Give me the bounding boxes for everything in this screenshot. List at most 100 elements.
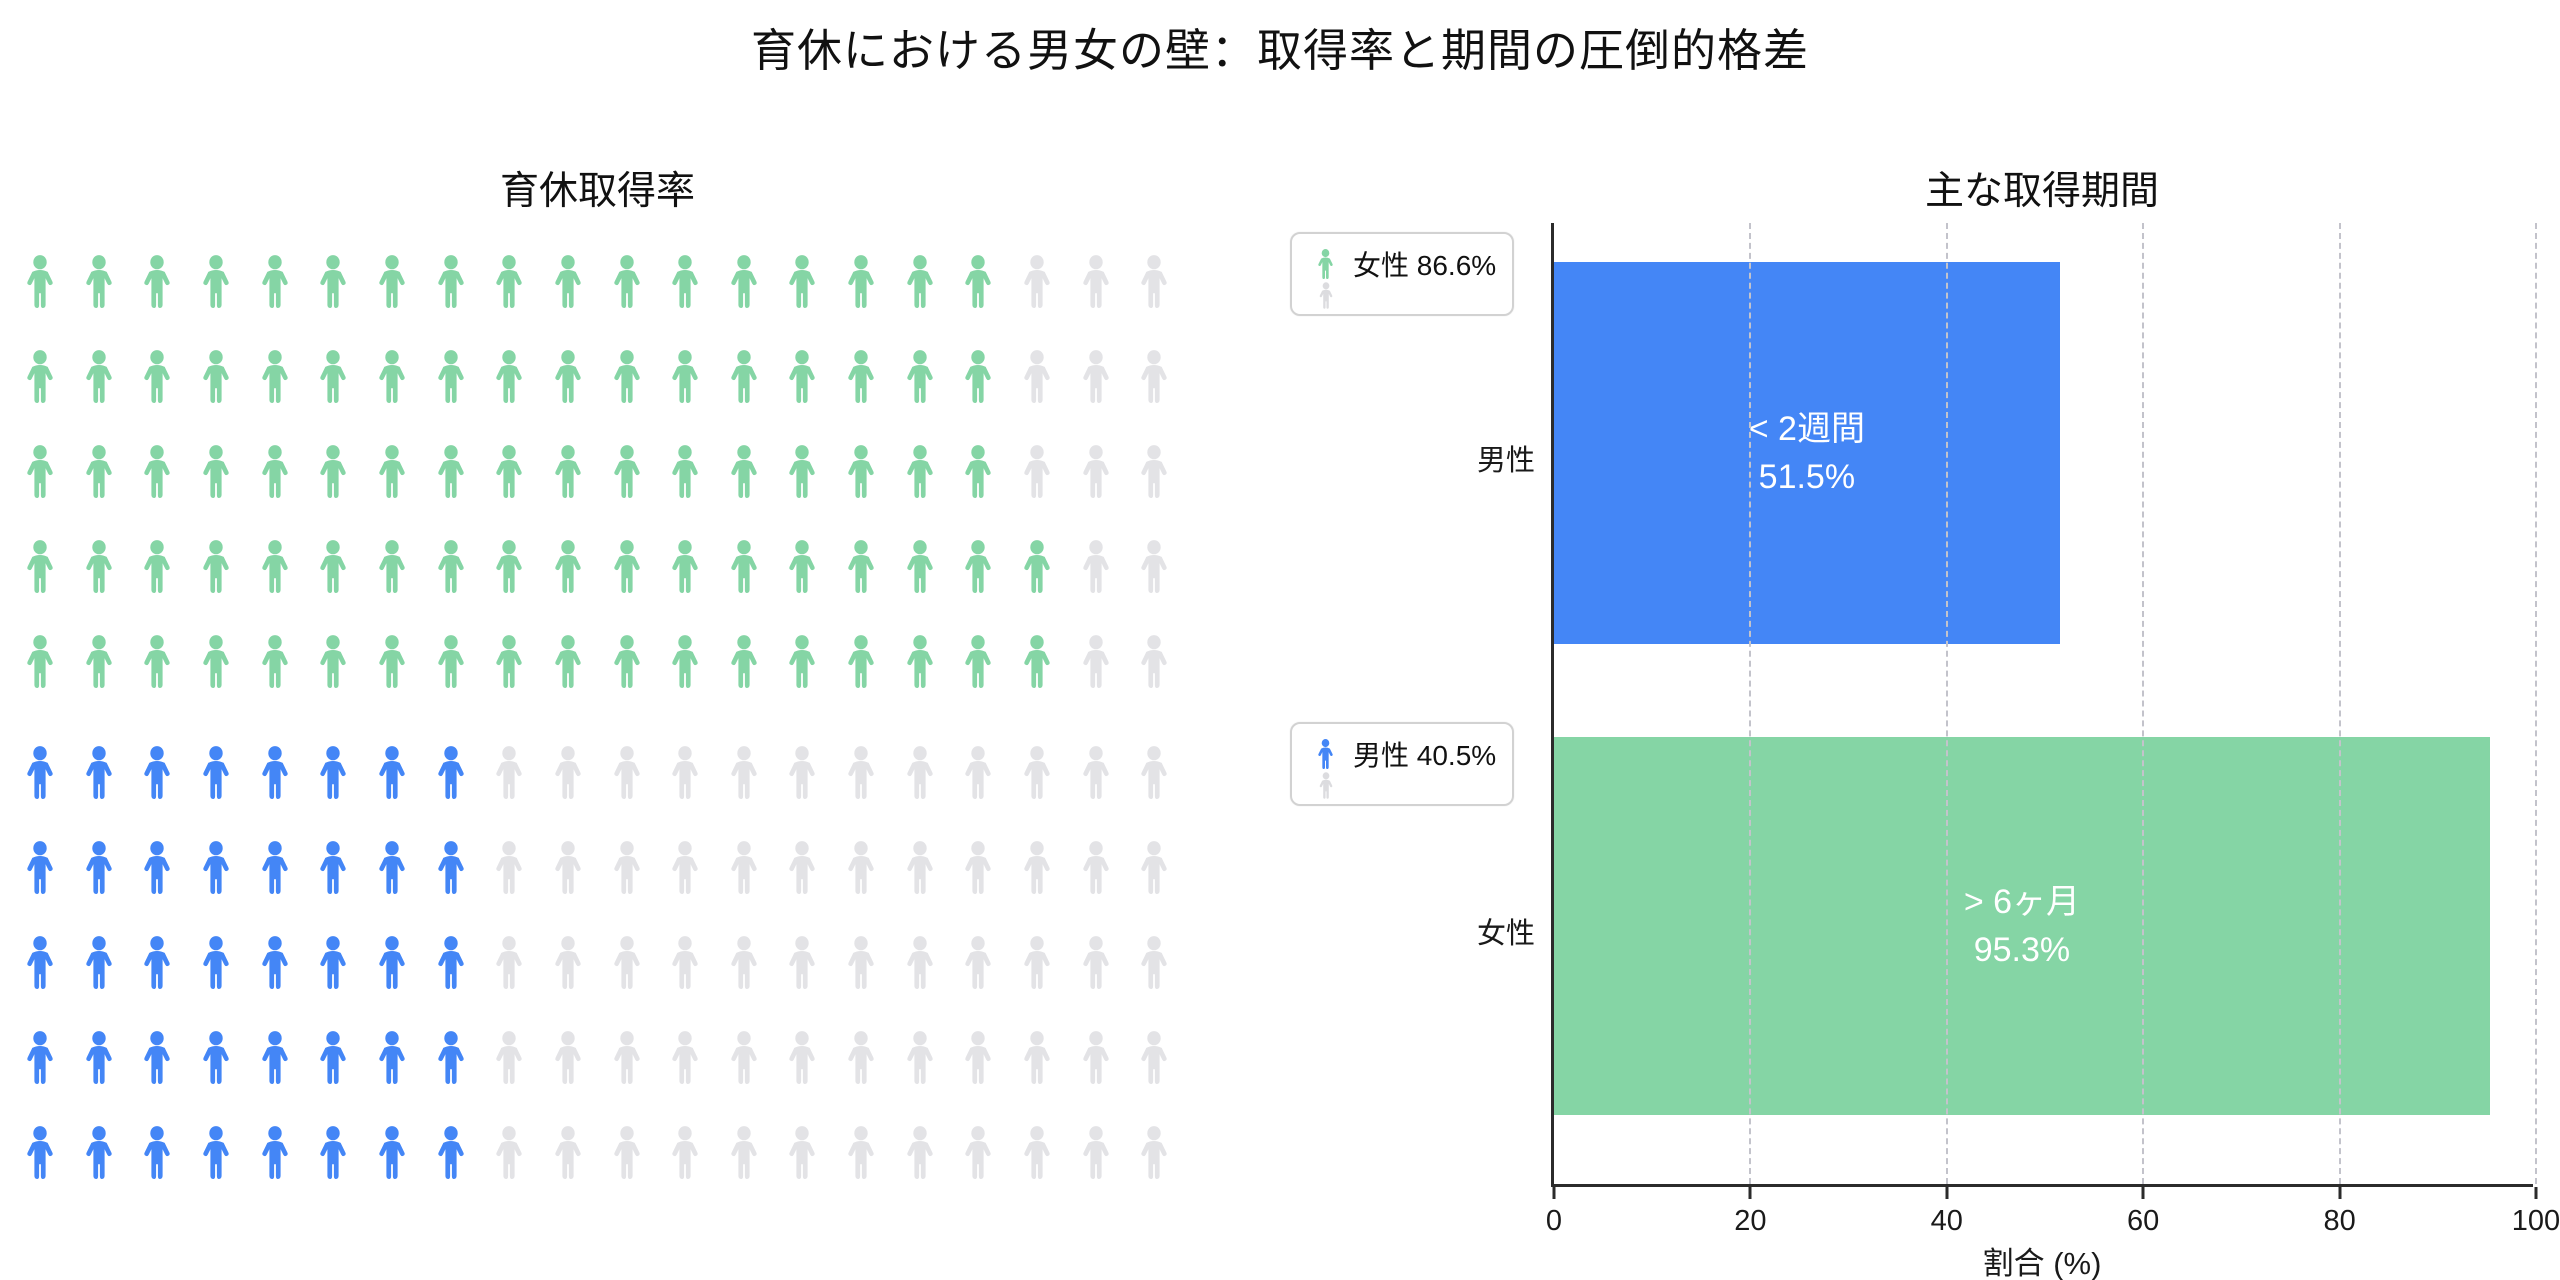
pictogram-row-女性-2 — [20, 350, 1195, 403]
person-icon-filled — [841, 540, 881, 593]
legend-female: 女性 86.6% — [1290, 232, 1514, 316]
pictogram-row-女性-1 — [20, 255, 1195, 308]
x-tick-label-0: 0 — [1545, 1205, 1563, 1237]
person-icon-empty — [548, 1031, 588, 1084]
person-icon-filled — [137, 1126, 177, 1179]
person-icon-filled — [20, 1031, 60, 1084]
person-icon-empty — [958, 1126, 998, 1179]
person-icon-filled — [489, 255, 529, 308]
x-tick-mark — [1552, 1187, 1556, 1199]
person-icon-filled — [431, 1126, 471, 1179]
person-icon-empty — [489, 936, 529, 989]
person-icon-empty — [1017, 936, 1057, 989]
person-icon-filled — [665, 635, 705, 688]
person-icon-empty — [1076, 1126, 1116, 1179]
person-icon-filled — [137, 1031, 177, 1084]
person-icon-empty — [489, 1126, 529, 1179]
person-icon-filled — [79, 350, 119, 403]
female-person-icon — [1314, 249, 1337, 279]
person-icon-filled — [607, 255, 647, 308]
person-icon-filled — [79, 746, 119, 799]
person-icon-empty — [1134, 350, 1174, 403]
person-icon-empty — [841, 936, 881, 989]
person-icon-filled — [782, 540, 822, 593]
person-icon-empty — [782, 936, 822, 989]
pictogram-title: 育休取得率 — [499, 170, 695, 213]
person-icon-filled — [841, 350, 881, 403]
person-icon-empty — [665, 936, 705, 989]
person-icon-filled — [137, 841, 177, 894]
person-icon-empty — [1076, 635, 1116, 688]
person-icon-filled — [372, 635, 412, 688]
person-icon-empty — [900, 746, 940, 799]
person-icon-empty — [782, 1126, 822, 1179]
person-icon-filled — [20, 255, 60, 308]
person-icon-filled — [782, 635, 822, 688]
person-icon-empty — [782, 746, 822, 799]
person-icon-filled — [958, 445, 998, 498]
pictogram-row-男性-1 — [20, 746, 1195, 799]
person-icon-empty — [1134, 1126, 1174, 1179]
person-icon-filled — [724, 540, 764, 593]
person-icon-filled — [489, 635, 529, 688]
person-icon-filled — [255, 936, 295, 989]
person-icon-empty — [1017, 746, 1057, 799]
person-icon-filled — [255, 1126, 295, 1179]
person-icon-filled — [431, 445, 471, 498]
person-icon-filled — [372, 1031, 412, 1084]
person-icon-filled — [137, 635, 177, 688]
person-icon-filled — [372, 255, 412, 308]
person-icon-empty — [1076, 746, 1116, 799]
person-icon-filled — [431, 635, 471, 688]
x-tick-label-60: 60 — [2127, 1205, 2160, 1237]
person-icon-filled — [196, 540, 236, 593]
person-icon-filled — [196, 635, 236, 688]
person-icon-empty — [782, 841, 822, 894]
pictogram-row-男性-2 — [20, 841, 1195, 894]
person-icon-filled — [1017, 540, 1057, 593]
person-icon-filled — [431, 255, 471, 308]
person-icon-filled — [20, 746, 60, 799]
person-icon-filled — [313, 635, 353, 688]
person-icon-empty — [1134, 1031, 1174, 1084]
x-tick-mark — [1748, 1187, 1752, 1199]
person-icon-filled — [958, 255, 998, 308]
person-icon-filled — [431, 936, 471, 989]
person-icon-empty — [1017, 841, 1057, 894]
person-icon-filled — [372, 746, 412, 799]
person-icon-filled — [20, 540, 60, 593]
person-icon-filled — [79, 635, 119, 688]
person-icon-filled — [255, 445, 295, 498]
gridline-40 — [1945, 223, 1948, 1184]
person-icon-empty — [607, 1031, 647, 1084]
bar-female-value-label: 95.3% — [1973, 931, 2071, 969]
x-axis-title: 割合 (%) — [1982, 1246, 2102, 1280]
person-icon-filled — [1017, 635, 1057, 688]
x-tick-label-80: 80 — [2323, 1205, 2356, 1237]
bar-male-value-label: 51.5% — [1758, 458, 1856, 496]
person-icon-filled — [196, 936, 236, 989]
empty-person-icon — [1316, 772, 1336, 799]
person-icon-filled — [313, 841, 353, 894]
person-icon-empty — [724, 1126, 764, 1179]
person-icon-empty — [1134, 445, 1174, 498]
person-icon-filled — [255, 255, 295, 308]
person-icon-filled — [313, 540, 353, 593]
person-icon-empty — [724, 1031, 764, 1084]
person-icon-filled — [958, 635, 998, 688]
person-icon-empty — [1017, 255, 1057, 308]
person-icon-filled — [137, 445, 177, 498]
person-icon-filled — [255, 841, 295, 894]
person-icon-empty — [1134, 635, 1174, 688]
person-icon-filled — [900, 350, 940, 403]
bar-female: > 6ヶ月 95.3% — [1554, 737, 2490, 1115]
gridline-60 — [2142, 223, 2145, 1184]
person-icon-empty — [841, 746, 881, 799]
person-icon-empty — [548, 841, 588, 894]
person-icon-filled — [137, 936, 177, 989]
person-icon-empty — [1017, 1126, 1057, 1179]
person-icon-empty — [665, 1126, 705, 1179]
x-tick-label-20: 20 — [1734, 1205, 1767, 1237]
person-icon-filled — [782, 350, 822, 403]
person-icon-filled — [841, 255, 881, 308]
